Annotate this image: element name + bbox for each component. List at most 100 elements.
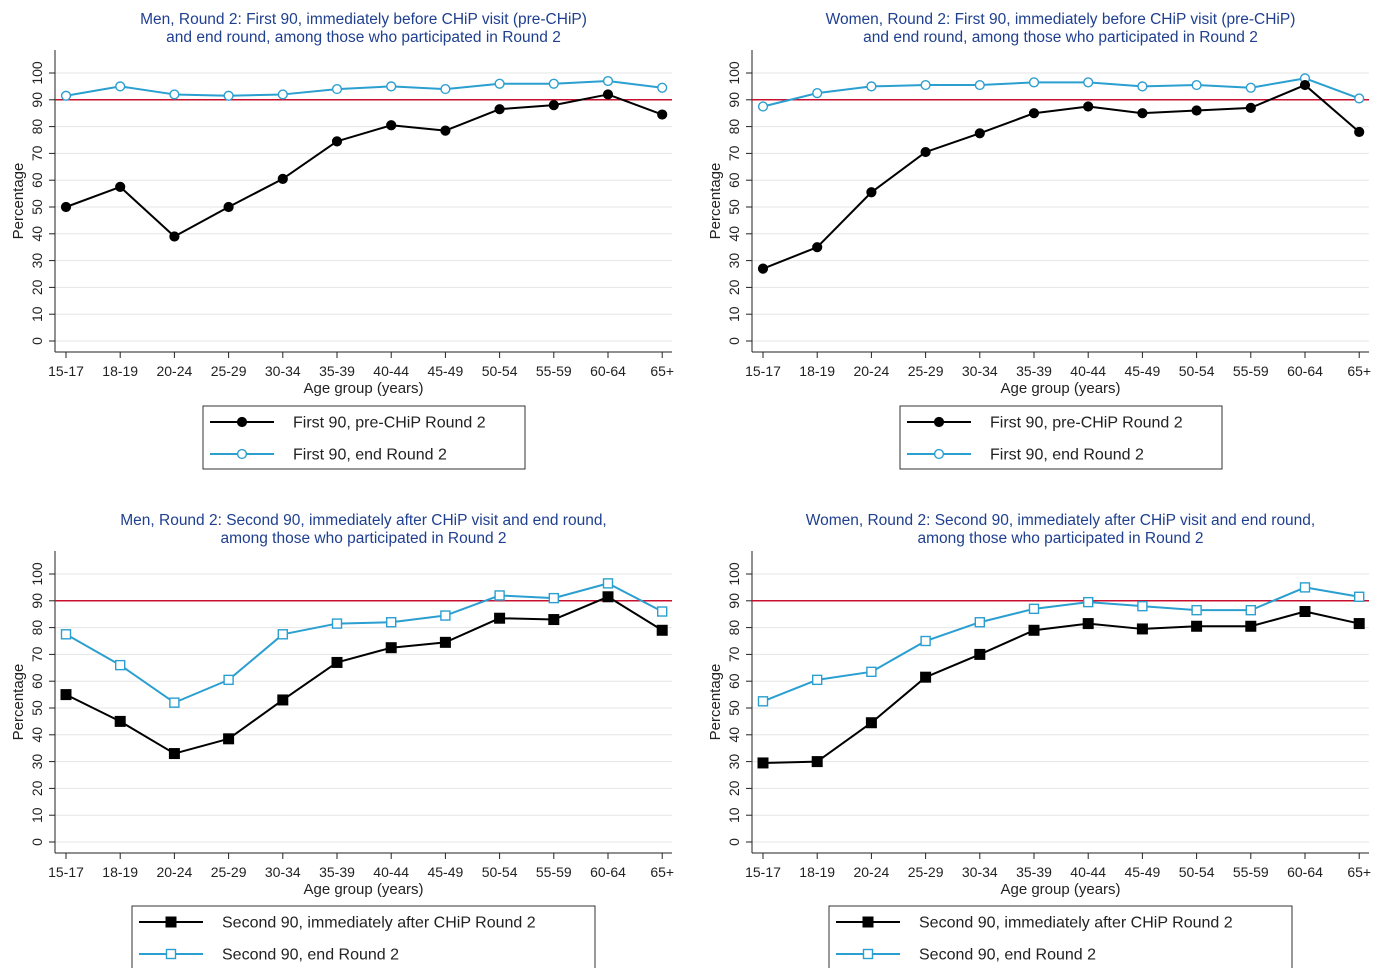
x-tick-label-45-49: 45-49	[1124, 864, 1160, 880]
legend-box	[131, 905, 596, 971]
x-tick-label-15-17: 15-17	[48, 864, 84, 880]
legend-label-1: Second 90, immediately after CHiP Round …	[222, 915, 536, 932]
chart-panel-2: Women, Round 2: First 90, immediately be…	[707, 11, 1371, 470]
data-point-s1-35-39	[331, 136, 343, 147]
data-point-s2-55-59	[1245, 82, 1256, 93]
y-tick-label-50: 50	[726, 700, 742, 716]
data-point-s1-25-29	[920, 671, 932, 683]
x-tick-label-25-29: 25-29	[908, 363, 944, 379]
data-point-s1-20-24	[169, 231, 180, 242]
series-line-2	[65, 80, 663, 97]
data-point-s2-40-44	[386, 81, 397, 92]
data-point-s1-60-64	[1299, 79, 1311, 91]
chart-title-line-1: Women, Round 2: First 90, immediately be…	[826, 11, 1296, 28]
x-tick-label-50-54: 50-54	[1179, 864, 1215, 880]
y-tick-label-80: 80	[726, 620, 742, 636]
data-point-s2-30-34	[277, 629, 288, 640]
y-tick-label-70: 70	[726, 646, 742, 662]
data-point-s1-15-17	[60, 689, 72, 701]
data-point-s2-45-49	[1137, 81, 1148, 92]
x-tick-label-40-44: 40-44	[1070, 363, 1106, 379]
y-tick-label-100: 100	[726, 61, 742, 85]
y-tick-label-100: 100	[29, 562, 45, 586]
data-point-s2-25-29	[920, 79, 931, 91]
data-point-s2-30-34	[974, 79, 985, 91]
y-axis-title: Percentage	[707, 163, 724, 240]
x-tick-label-35-39: 35-39	[319, 864, 355, 880]
y-tick-label-0: 0	[726, 337, 742, 345]
y-tick-label-50: 50	[29, 199, 45, 215]
y-tick-label-70: 70	[29, 646, 45, 662]
legend-marker-1	[933, 416, 945, 428]
chart-title-line-2: and end round, among those who participa…	[863, 29, 1258, 46]
data-point-s2-20-24	[866, 81, 877, 92]
data-point-s1-50-54	[1191, 105, 1202, 116]
y-tick-label-10: 10	[29, 306, 45, 322]
data-point-s1-55-59	[1245, 620, 1257, 632]
x-tick-label-18-19: 18-19	[799, 363, 835, 379]
chart-panel-3: Men, Round 2: Second 90, immediately aft…	[10, 512, 674, 971]
x-tick-label-30-34: 30-34	[265, 864, 301, 880]
x-tick-label-20-24: 20-24	[156, 864, 192, 880]
x-tick-label-40-44: 40-44	[1070, 864, 1106, 880]
x-tick-label-18-19: 18-19	[102, 864, 138, 880]
y-tick-label-30: 30	[29, 754, 45, 770]
series-line-1	[762, 84, 1360, 270]
data-point-s1-60-64	[602, 89, 614, 100]
data-point-s1-15-17	[757, 757, 769, 769]
y-tick-label-50: 50	[726, 199, 742, 215]
chart-title-line-2: among those who participated in Round 2	[220, 530, 506, 547]
x-tick-label-20-24: 20-24	[853, 363, 889, 379]
data-point-s2-60-64	[602, 578, 614, 589]
series-line-2	[65, 582, 663, 704]
legend-box	[828, 905, 1293, 971]
series-line-2	[762, 586, 1360, 703]
x-tick-label-30-34: 30-34	[962, 363, 998, 379]
x-tick-label-35-39: 35-39	[1016, 864, 1052, 880]
data-point-s2-35-39	[331, 83, 343, 95]
data-point-s1-45-49	[439, 636, 451, 648]
data-point-s2-45-49	[440, 83, 451, 95]
x-axis-title: Age group (years)	[1000, 380, 1120, 397]
legend-label-2: First 90, end Round 2	[990, 447, 1144, 464]
data-point-s2-50-54	[1191, 79, 1202, 91]
x-tick-label-50-54: 50-54	[482, 864, 518, 880]
data-point-s2-50-54	[494, 78, 505, 89]
data-point-s2-35-39	[1028, 77, 1040, 88]
y-axis-title: Percentage	[10, 163, 27, 240]
data-point-s2-60-64	[602, 75, 614, 87]
x-tick-label-20-24: 20-24	[156, 363, 192, 379]
y-tick-label-40: 40	[726, 226, 742, 242]
y-tick-label-80: 80	[29, 620, 45, 636]
data-point-s1-30-34	[974, 648, 986, 660]
x-tick-label-65+: 65+	[650, 864, 674, 880]
data-point-s1-20-24	[865, 717, 877, 729]
y-tick-label-30: 30	[726, 253, 742, 269]
data-point-s2-65+	[1354, 93, 1365, 104]
data-point-s1-18-19	[812, 242, 823, 253]
y-tick-label-50: 50	[29, 700, 45, 716]
legend-label-1: First 90, pre-CHiP Round 2	[293, 415, 486, 432]
data-point-s2-18-19	[115, 81, 126, 92]
data-point-s2-50-54	[1191, 604, 1202, 616]
y-tick-label-60: 60	[726, 172, 742, 188]
y-tick-label-40: 40	[29, 226, 45, 242]
y-tick-label-30: 30	[29, 253, 45, 269]
data-point-s2-40-44	[1083, 596, 1094, 608]
y-tick-label-10: 10	[726, 807, 742, 823]
y-tick-label-60: 60	[29, 673, 45, 689]
legend-label-2: First 90, end Round 2	[293, 447, 447, 464]
legend: Second 90, immediately after CHiP Round …	[828, 905, 1293, 971]
x-tick-label-60-64: 60-64	[1287, 363, 1323, 379]
data-point-s1-30-34	[277, 173, 288, 184]
data-point-s1-18-19	[115, 181, 126, 192]
data-point-s2-15-17	[60, 629, 72, 640]
x-tick-label-15-17: 15-17	[48, 363, 84, 379]
x-axis-title: Age group (years)	[303, 881, 423, 898]
chart-title-line-2: and end round, among those who participa…	[166, 29, 561, 46]
data-point-s1-50-54	[494, 104, 505, 115]
data-point-s2-65+	[657, 606, 668, 617]
y-tick-label-70: 70	[29, 145, 45, 161]
data-point-s2-50-54	[494, 590, 505, 601]
data-point-s1-40-44	[1082, 618, 1094, 630]
